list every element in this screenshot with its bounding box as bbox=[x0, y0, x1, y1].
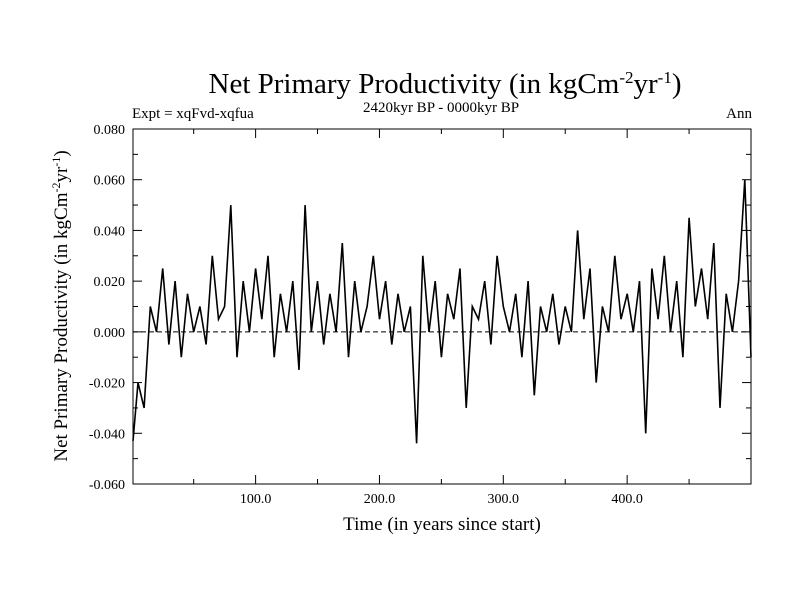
experiment-label: Expt = xqFvd-xqfua bbox=[132, 106, 254, 122]
plot-frame bbox=[132, 128, 752, 485]
x-tick-label: 400.0 bbox=[611, 492, 643, 507]
x-tick-label: 300.0 bbox=[488, 492, 520, 507]
y-tick-label: 0.000 bbox=[94, 326, 126, 341]
y-tick-label: 0.020 bbox=[94, 275, 126, 290]
chart-subtitle: 2420kyr BP - 0000kyr BP bbox=[363, 100, 519, 116]
y-tick-label: 0.080 bbox=[94, 123, 126, 138]
series-line bbox=[132, 179, 752, 444]
chart-title: Net Primary Productivity (in kgCm-2yr-1) bbox=[209, 68, 682, 100]
y-tick-label: 0.040 bbox=[94, 224, 126, 239]
y-axis-label: Net Primary Productivity (in kgCm-2yr-1) bbox=[49, 150, 72, 461]
y-tick-label: 0.060 bbox=[94, 174, 126, 189]
y-tick-label: -0.060 bbox=[89, 478, 125, 493]
season-label: Ann bbox=[726, 106, 752, 122]
x-axis-label: Time (in years since start) bbox=[343, 514, 541, 535]
y-tick-label: -0.020 bbox=[89, 377, 125, 392]
x-tick-label: 200.0 bbox=[364, 492, 396, 507]
tick-layer: -0.060 -0.040 -0.020 0.000 0.020 0.040 0.060 0.… bbox=[89, 123, 751, 507]
y-tick-label: -0.040 bbox=[89, 427, 125, 442]
x-tick-label: 100.0 bbox=[240, 492, 272, 507]
